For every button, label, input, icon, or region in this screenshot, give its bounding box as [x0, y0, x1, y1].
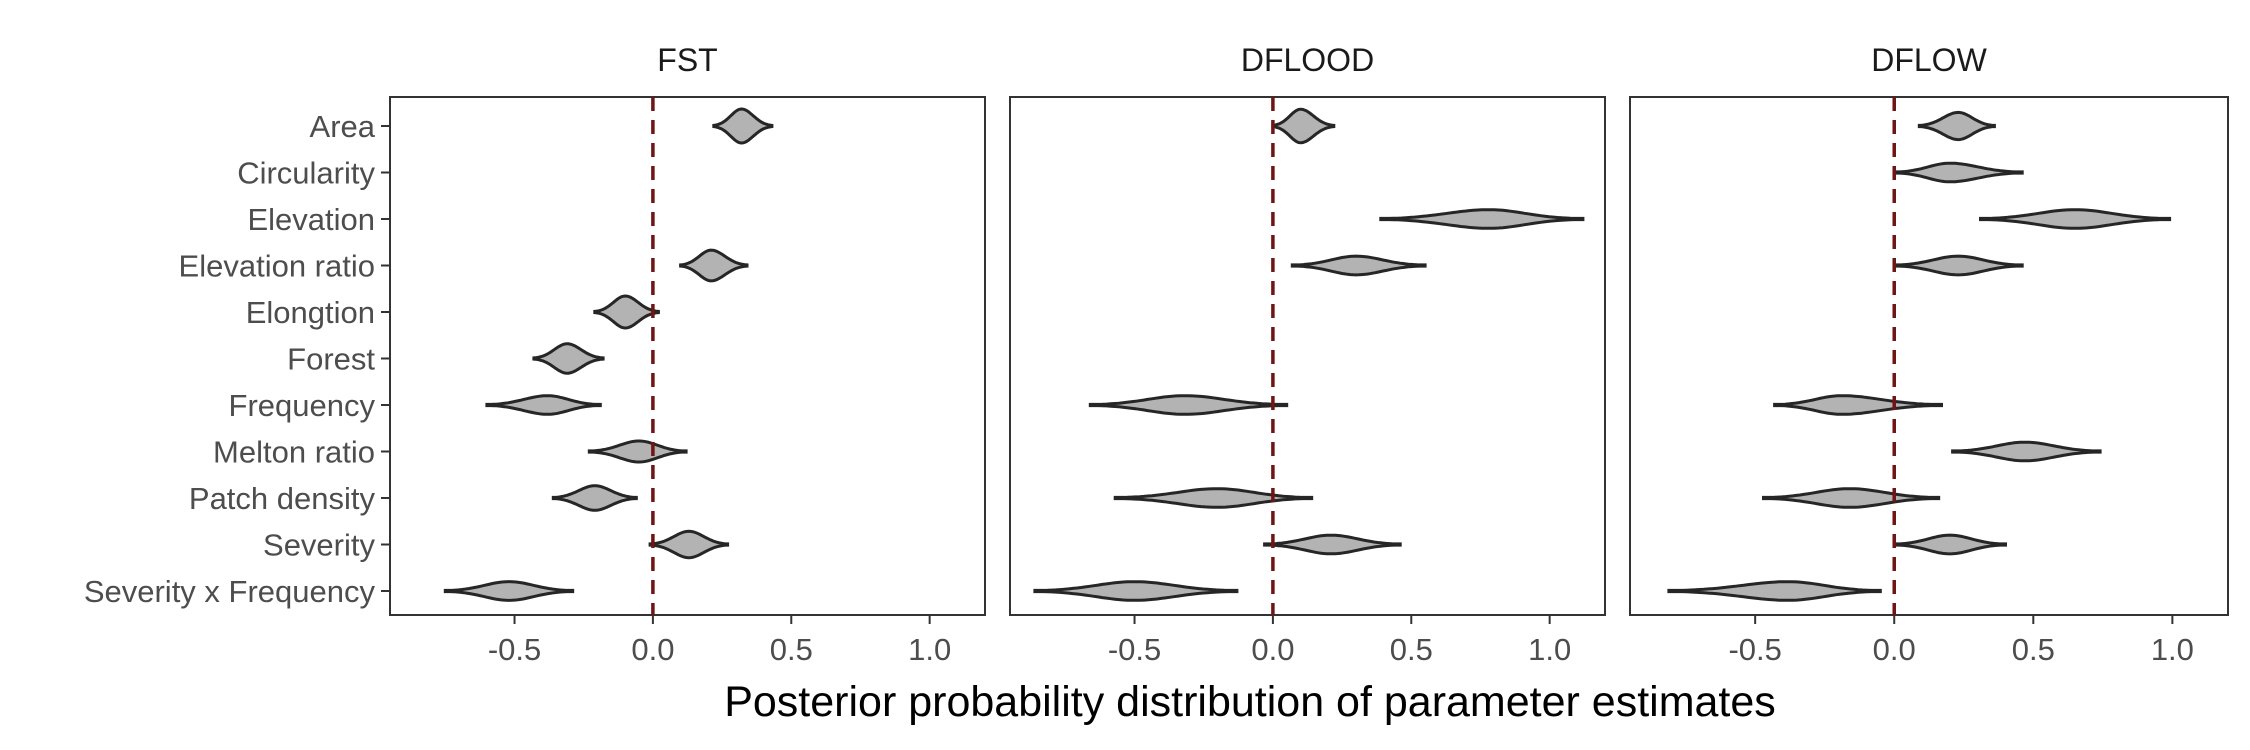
panel-frame: [1629, 96, 2229, 616]
violin-elevation-ratio: [1290, 254, 1427, 277]
x-tick-label: 0.5: [1390, 632, 1433, 667]
x-axis-title: Posterior probability distribution of pa…: [724, 678, 1776, 726]
violin-patch-density: [1113, 487, 1314, 509]
y-tick-label: Area: [310, 109, 376, 144]
violin-melton-ratio: [587, 439, 688, 464]
violin-circularity: [1892, 161, 2024, 184]
y-tick-label: Elongtion: [246, 295, 375, 330]
violin-elevation: [1379, 208, 1585, 230]
x-tick-label: 0.5: [770, 632, 813, 667]
x-tick-label: 1.0: [1528, 632, 1571, 667]
violin-severity: [1892, 533, 2007, 556]
x-tick-label: -0.5: [488, 632, 541, 667]
panel-dflood: DFLOOD -0.5 0.0 0.5 1.0: [1009, 42, 1606, 667]
panel-title: DFLOOD: [1241, 42, 1374, 78]
violin-frequency: [1773, 394, 1943, 416]
y-tick-label: Severity: [263, 528, 375, 563]
violin-melton-ratio: [1951, 440, 2102, 463]
x-tick-label: 1.0: [2151, 632, 2194, 667]
violin-elevation: [1979, 208, 2172, 230]
violin-severity-x-frequency: [1033, 580, 1239, 602]
violin-frequency: [485, 394, 602, 416]
violin-forest: [532, 342, 605, 375]
y-tick-label: Forest: [287, 342, 375, 377]
violin-severity-x-frequency: [443, 580, 575, 602]
y-tick-label: Elevation: [247, 202, 375, 237]
violin-severity-x-frequency: [1667, 580, 1882, 602]
violin-area: [1917, 110, 1996, 142]
y-tick-label: Melton ratio: [213, 435, 375, 470]
violin-elevation-ratio: [679, 248, 749, 283]
violin-area: [1271, 107, 1336, 145]
panel-frame: [389, 96, 986, 616]
violin-patch-density: [551, 484, 638, 512]
violin-elongtion: [593, 294, 660, 330]
x-tick-label: 0.5: [2012, 632, 2055, 667]
panel-dflow: DFLOW -0.5 0.0 0.5 1.0: [1629, 42, 2229, 667]
y-tick-label: Patch density: [189, 481, 376, 516]
x-tick-label: 0.0: [1873, 632, 1916, 667]
y-tick-label: Circularity: [237, 156, 375, 191]
x-tick-label: 0.0: [1251, 632, 1294, 667]
panel-fst: FST -0.5 0.0 0.5 1.0: [389, 42, 986, 667]
y-tick-label: Frequency: [229, 388, 376, 423]
x-tick-label: 0.0: [631, 632, 674, 667]
x-tick-label: -0.5: [1108, 632, 1161, 667]
violin-patch-density: [1762, 487, 1941, 509]
panel-title: FST: [657, 42, 717, 78]
category-axis-labels: Area Circularity Elevation Elevation ratio E…: [84, 109, 390, 609]
x-tick-label: -0.5: [1728, 632, 1781, 667]
panel-title: DFLOW: [1871, 42, 1987, 78]
violin-severity: [648, 529, 730, 560]
x-tick-label: 1.0: [908, 632, 951, 667]
violin-area: [712, 107, 774, 145]
violin-severity: [1263, 533, 1402, 556]
panel-frame: [1009, 96, 1606, 616]
violin-frequency: [1088, 394, 1289, 416]
violin-elevation-ratio: [1892, 254, 2024, 277]
y-tick-label: Severity x Frequency: [84, 574, 376, 609]
y-tick-label: Elevation ratio: [179, 249, 375, 284]
